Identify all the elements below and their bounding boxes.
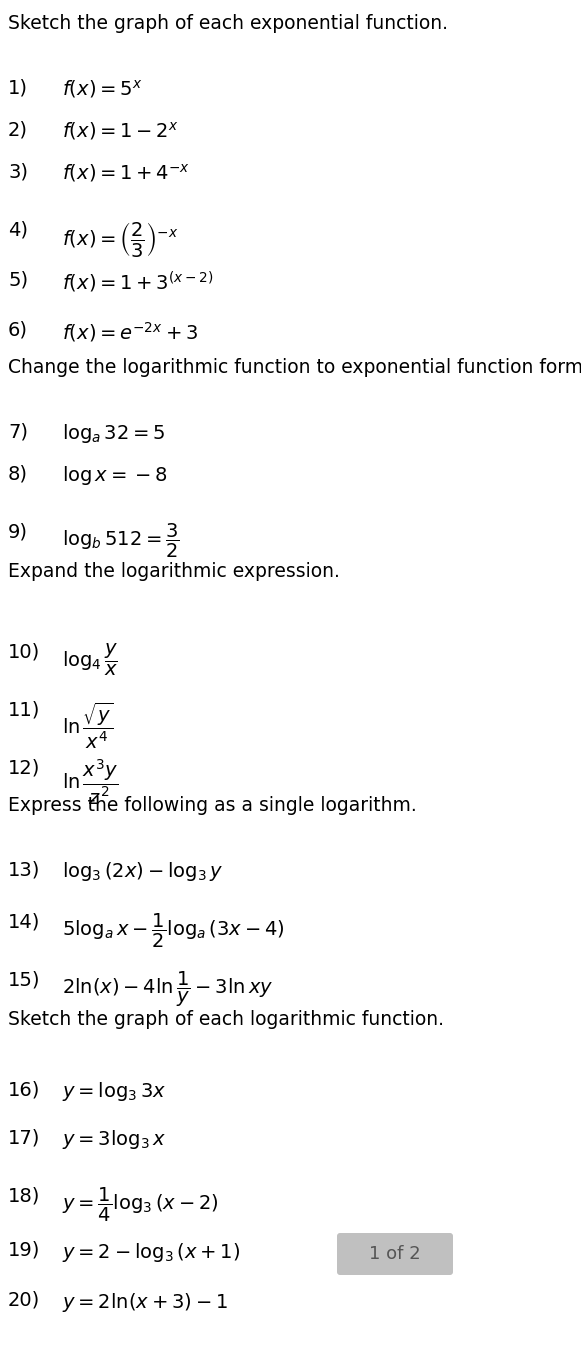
Text: $f(x) = \left(\dfrac{2}{3}\right)^{-x}$: $f(x) = \left(\dfrac{2}{3}\right)^{-x}$ [62,221,178,260]
Text: 9): 9) [8,522,28,541]
Text: Express the following as a single logarithm.: Express the following as a single logari… [8,796,417,815]
Text: $\log x = -8$: $\log x = -8$ [62,464,167,487]
Text: 4): 4) [8,221,28,239]
Text: $f(x) = 1 + 3^{(x-2)}$: $f(x) = 1 + 3^{(x-2)}$ [62,270,213,295]
Text: 12): 12) [8,759,40,777]
Text: $\log_3(2x) - \log_3 y$: $\log_3(2x) - \log_3 y$ [62,859,224,884]
Text: 17): 17) [8,1128,40,1147]
Text: $f(x) = 1 - 2^{x}$: $f(x) = 1 - 2^{x}$ [62,120,179,143]
Text: 1): 1) [8,78,28,97]
Text: 5): 5) [8,270,28,289]
Text: 10): 10) [8,642,40,660]
Text: Change the logarithmic function to exponential function form.: Change the logarithmic function to expon… [8,358,581,377]
Text: $y = 2 - \log_3(x + 1)$: $y = 2 - \log_3(x + 1)$ [62,1241,240,1264]
Text: 2): 2) [8,120,28,139]
Text: $f(x) = e^{-2x} + 3$: $f(x) = e^{-2x} + 3$ [62,320,198,344]
Text: 15): 15) [8,970,41,989]
Text: $y = 3\log_3 x$: $y = 3\log_3 x$ [62,1128,166,1151]
Text: $y = \dfrac{1}{4}\log_3(x - 2)$: $y = \dfrac{1}{4}\log_3(x - 2)$ [62,1186,218,1224]
Text: $f(x) = 1 + 4^{-x}$: $f(x) = 1 + 4^{-x}$ [62,161,190,184]
Text: 7): 7) [8,422,28,441]
Text: 14): 14) [8,912,40,931]
FancyBboxPatch shape [337,1233,453,1275]
Text: $\ln \dfrac{\sqrt{y}}{x^4}$: $\ln \dfrac{\sqrt{y}}{x^4}$ [62,699,113,751]
Text: 1 of 2: 1 of 2 [369,1245,421,1263]
Text: $5\log_a x - \dfrac{1}{2}\log_a(3x - 4)$: $5\log_a x - \dfrac{1}{2}\log_a(3x - 4)$ [62,912,285,950]
Text: 19): 19) [8,1241,40,1260]
Text: 8): 8) [8,464,28,483]
Text: 18): 18) [8,1186,40,1205]
Text: 3): 3) [8,161,28,182]
Text: $y = \log_3 3x$: $y = \log_3 3x$ [62,1080,166,1103]
Text: Expand the logarithmic expression.: Expand the logarithmic expression. [8,562,340,581]
Text: $y = 2\ln(x + 3) - 1$: $y = 2\ln(x + 3) - 1$ [62,1291,228,1314]
Text: $f(x) = 5^{x}$: $f(x) = 5^{x}$ [62,78,142,100]
Text: 11): 11) [8,699,40,720]
Text: 20): 20) [8,1291,40,1310]
Text: 6): 6) [8,320,28,339]
Text: $2\ln(x) - 4\ln\dfrac{1}{y} - 3\ln xy$: $2\ln(x) - 4\ln\dfrac{1}{y} - 3\ln xy$ [62,970,274,1009]
Text: $\log_a 32 = 5$: $\log_a 32 = 5$ [62,422,166,445]
Text: $\ln \dfrac{x^3 y}{z^2}$: $\ln \dfrac{x^3 y}{z^2}$ [62,759,119,807]
Text: 13): 13) [8,859,40,880]
Text: Sketch the graph of each logarithmic function.: Sketch the graph of each logarithmic fun… [8,1010,444,1029]
Text: Sketch the graph of each exponential function.: Sketch the graph of each exponential fun… [8,13,448,34]
Text: 16): 16) [8,1080,40,1099]
Text: $\log_b 512 = \dfrac{3}{2}$: $\log_b 512 = \dfrac{3}{2}$ [62,522,180,560]
Text: $\log_4 \dfrac{y}{x}$: $\log_4 \dfrac{y}{x}$ [62,642,118,678]
